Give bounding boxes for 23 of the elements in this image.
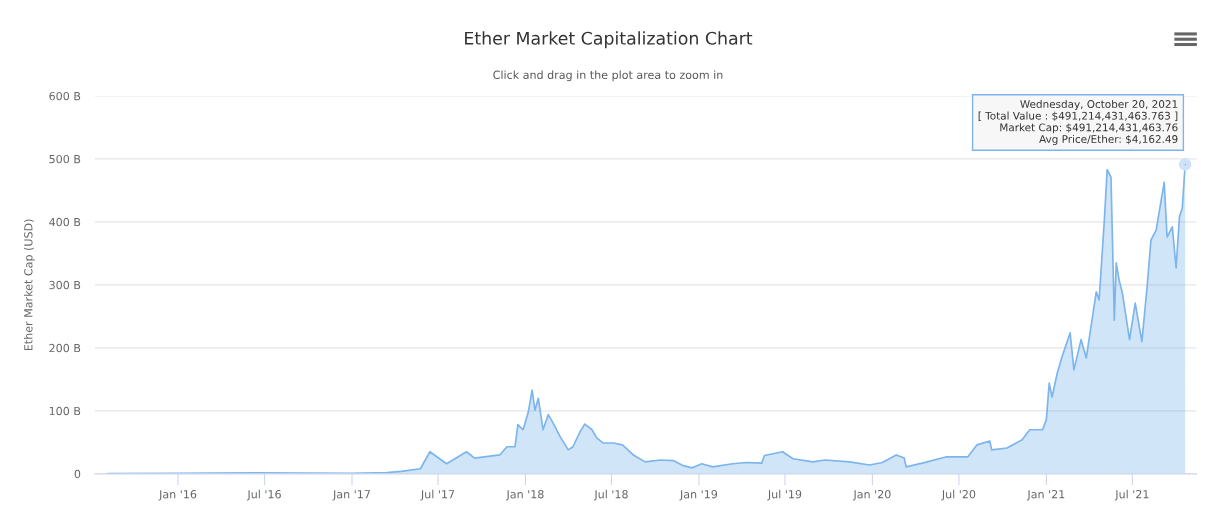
chart-title: Ether Market Capitalization Chart <box>465 31 753 49</box>
y-tick-label: 500 B <box>49 154 81 164</box>
x-tick-label: Jan '19 <box>679 489 718 501</box>
x-tick-label: Jul '20 <box>941 489 976 501</box>
y-tick-label: 400 B <box>49 217 81 227</box>
chart-subtitle: Click and drag in the plot area to zoom in <box>493 70 723 82</box>
x-tick-label: Jul '16 <box>246 489 281 501</box>
x-tick-label: Jan '17 <box>332 490 370 501</box>
x-tick-label: Jan '21 <box>1026 489 1065 501</box>
x-tick-label: Jul '19 <box>767 489 802 501</box>
annotation: Wednesday, October 20, 2021 [ Total Value : $491,214,431,463.763 ] Market Cap: $491,214,431,463.76 Avg Price/Ether: $4,162.49 <box>978 99 1178 146</box>
y-tick-label: 300 B <box>49 280 81 290</box>
x-tick-label: Jul '18 <box>593 489 628 501</box>
y-tick-label: 200 B <box>49 343 81 353</box>
y-tick-label: 600 B <box>49 91 81 101</box>
y-tick-label: 100 B <box>49 406 81 416</box>
x-tick-label: Jan '16 <box>158 489 197 501</box>
y-tick-label: 0 <box>74 469 81 479</box>
x-tick-label: Jan '18 <box>505 489 544 501</box>
x-tick-label: Jul '17 <box>420 489 455 501</box>
x-tick-label: Jul '21 <box>1114 489 1149 501</box>
y-axis-title: Ether Market Cap (USD) <box>23 219 35 351</box>
x-tick-label: Jan '20 <box>852 489 891 501</box>
